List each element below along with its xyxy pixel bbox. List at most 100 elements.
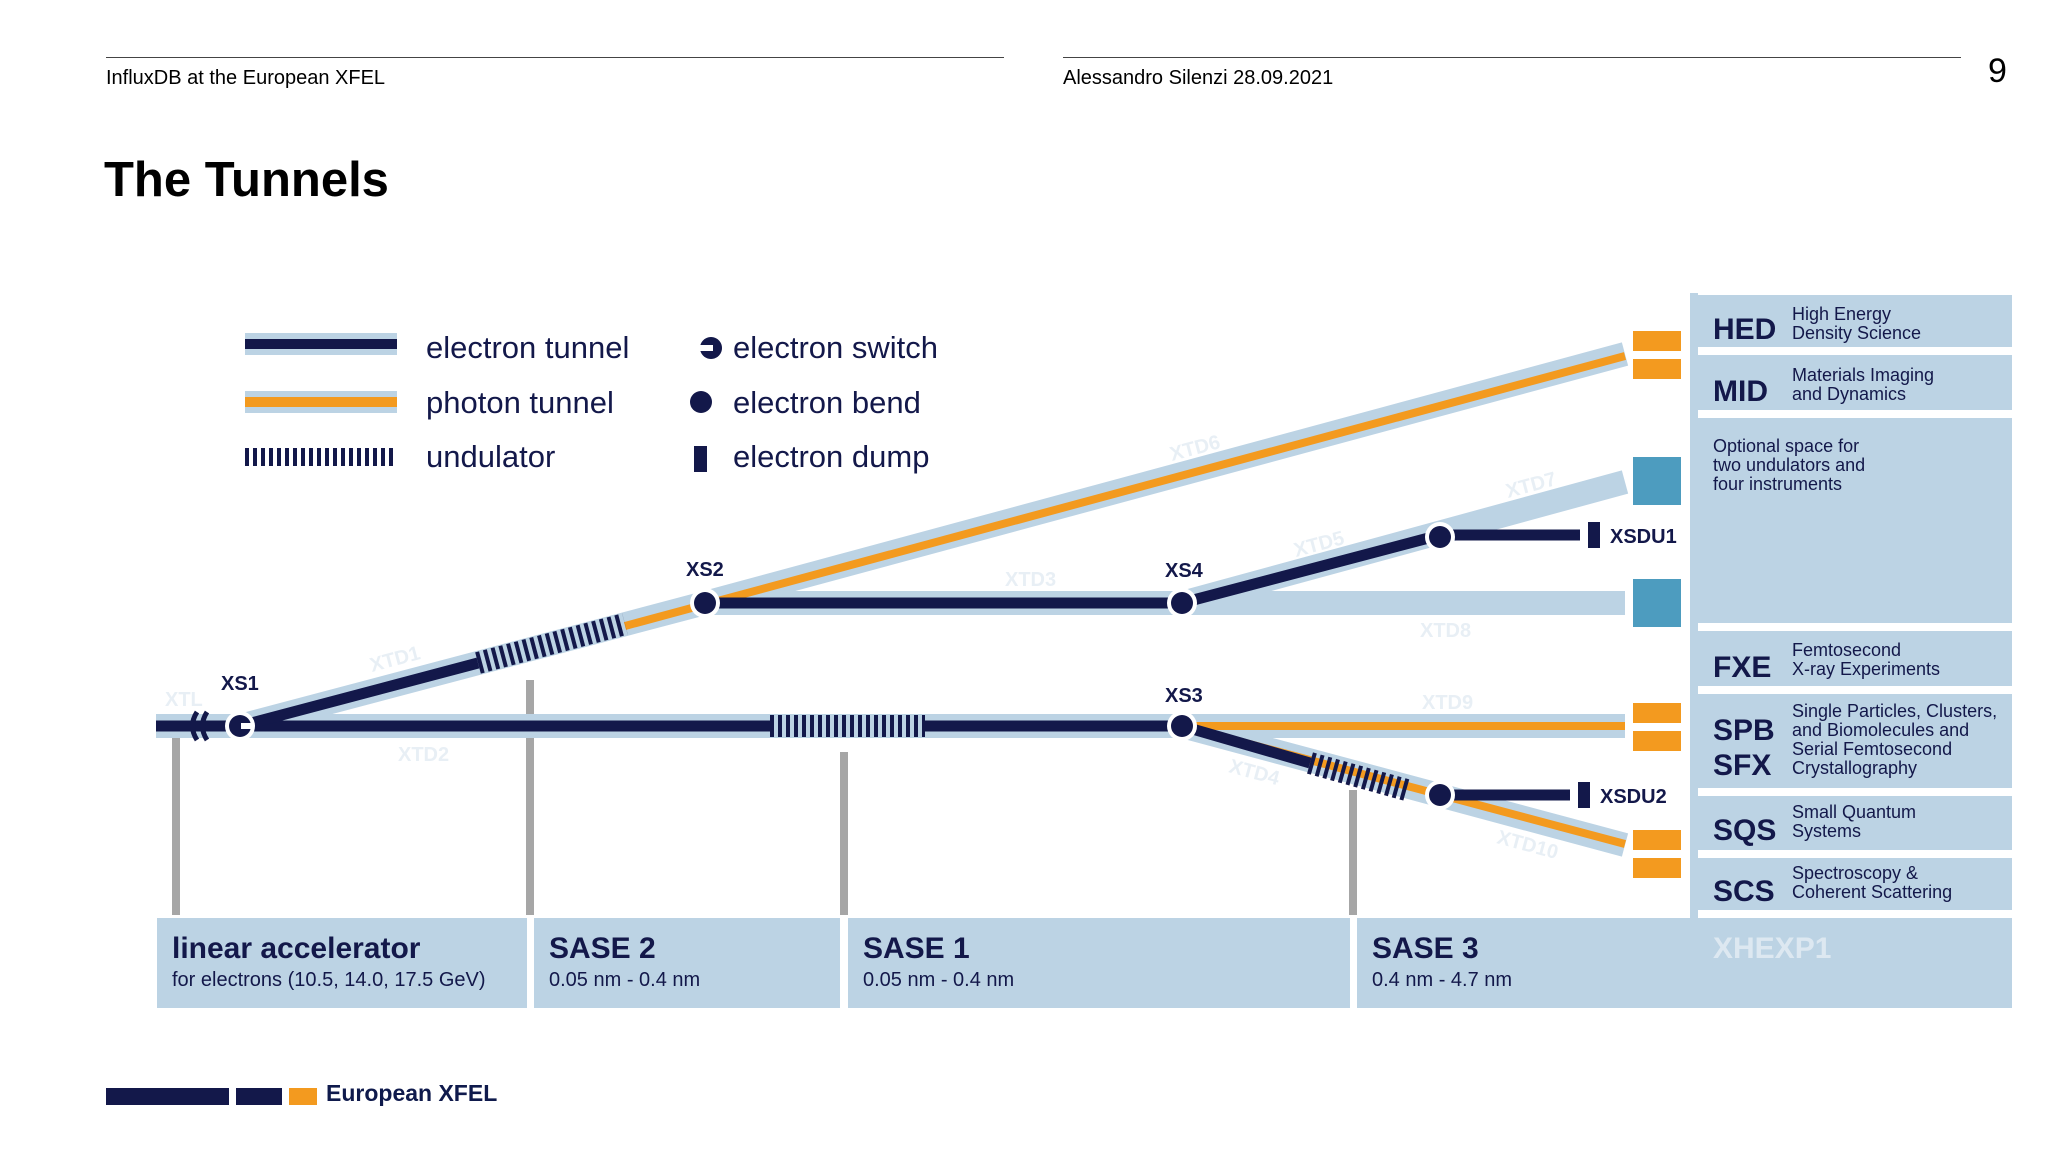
section-linac-detail: for electrons (10.5, 14.0, 17.5 GeV) [172,969,486,991]
label-xtd8: XTD8 [1420,620,1471,642]
section-boxes [157,918,2012,1008]
undulators [475,613,1413,802]
instrument-sqs [1698,796,2012,850]
instrument-spb-sfx [1698,694,2012,788]
instrument-optional-line1: Optional space for [1713,436,1859,456]
instrument-spb-line2: and Biomolecules and [1792,720,1969,740]
instrument-hed-line1: High Energy [1792,304,1891,324]
label-xs2: XS2 [686,559,724,581]
endstation-sqs [1633,830,1681,850]
bend-xs3 [1167,711,1197,741]
section-sase3 [1357,918,1690,1008]
legend-electron-switch-label: electron switch [733,330,938,365]
instrument-column [1690,293,2012,1008]
instrument-hed-line2: Density Science [1792,323,1921,343]
instrument-scs [1698,858,2012,910]
divider-post [1349,790,1357,915]
instrument-optional [1698,418,2012,623]
instrument-spb-line1: Single Particles, Clusters, [1792,701,1997,721]
endstation-xtd7 [1633,457,1681,505]
undulator-sase3 [1307,752,1413,802]
section-linac-name: linear accelerator [172,932,421,965]
endstation-hed [1633,331,1681,351]
instrument-hed [1698,295,2012,347]
footer-brand: European XFEL [326,1080,498,1106]
electron-dump-xsdu1 [1588,522,1600,548]
label-xs4: XS4 [1165,560,1204,582]
page-title: The Tunnels [104,153,389,207]
divider-post [526,680,534,915]
section-sase3-detail: 0.4 nm - 4.7 nm [1372,969,1512,991]
instrument-fxe-line2: X-ray Experiments [1792,659,1940,679]
section-sase1-detail: 0.05 nm - 0.4 nm [863,969,1014,991]
electron-line-xtd5 [1180,529,1442,609]
label-xtl: XTL [165,689,203,711]
instrument-sqs-code: SQS [1713,814,1776,847]
instrument-mid-code: MID [1713,375,1768,408]
undulator-sase2 [475,613,628,674]
instrument-fxe-line1: Femtosecond [1792,640,1901,660]
legend-electron-bend-label: electron bend [733,385,921,420]
instrument-sfx-line2: Crystallography [1792,758,1917,778]
divider-post [840,752,848,915]
endstations [1633,331,1681,878]
bend-xs2 [690,588,720,618]
section-labels: linear accelerator for electrons (10.5, … [172,932,1831,991]
endstation-spb [1633,731,1681,751]
node-labels: XS1 XS2 XS4 XS3 XSDU1 XSDU2 [221,526,1677,808]
instrument-mid-line1: Materials Imaging [1792,365,1934,385]
instrument-optional-line3: four instruments [1713,474,1842,494]
section-dividers [172,680,1357,915]
instrument-labels: HED High Energy Density Science MID Mate… [1713,304,1997,908]
legend-electron-tunnel-label: electron tunnel [426,330,629,365]
label-xs1: XS1 [221,673,259,695]
footer-logo-bar-long [106,1088,229,1105]
instrument-column-edge [1690,293,1698,1008]
electron-dump-xsdu2 [1578,782,1590,808]
section-sase2 [534,918,840,1008]
label-xsdu1: XSDU1 [1610,526,1677,548]
electron-lines [156,529,1580,801]
legend-electron-switch-notch [700,345,713,351]
legend-photon-tunnel-label: photon tunnel [426,385,614,420]
switch-xs1 [225,711,255,741]
instrument-mid-line2: and Dynamics [1792,384,1906,404]
endstation-xtd8 [1633,579,1681,627]
instrument-scs-line2: Coherent Scattering [1792,882,1952,902]
endstation-fxe [1633,703,1681,723]
xtl-break-icon [190,710,210,742]
label-xtd2: XTD2 [398,744,449,766]
section-xhexp1 [1698,918,2012,1008]
instrument-sfx-code: SFX [1713,749,1771,782]
instrument-sqs-line2: Systems [1792,821,1861,841]
footer-logo-bar-short [236,1088,282,1105]
section-sase1-name: SASE 1 [863,932,970,965]
section-sase1 [848,918,1350,1008]
page-number: 9 [1988,52,2007,90]
instrument-sqs-line1: Small Quantum [1792,802,1916,822]
label-xtd9: XTD9 [1422,692,1473,714]
header-presentation-title: InfluxDB at the European XFEL [106,67,386,89]
instrument-optional-line2: two undulators and [1713,455,1865,475]
endstation-scs [1633,858,1681,878]
legend-electron-dump-icon [694,446,707,472]
section-sase3-name: SASE 3 [1372,932,1479,965]
legend-electron-dump-label: electron dump [733,439,929,474]
label-xtd3: XTD3 [1005,569,1056,591]
footer-logo-bar-orange [289,1088,317,1105]
instrument-hed-code: HED [1713,313,1776,346]
instrument-sfx-line1: Serial Femtosecond [1792,739,1952,759]
header-rule-right [1063,57,1961,58]
header-author-date: Alessandro Silenzi 28.09.2021 [1063,67,1334,89]
electron-line-xtd1 [238,657,480,732]
instrument-fxe [1698,631,2012,686]
electron-line-xtd4 [1180,720,1312,769]
instrument-scs-line1: Spectroscopy & [1792,863,1918,883]
bend-xsdu1 [1425,522,1455,552]
endstation-mid [1633,359,1681,379]
bend-xsdu2 [1425,780,1455,810]
legend-photon-tunnel-line [245,397,397,407]
instrument-fxe-code: FXE [1713,651,1771,684]
section-sase2-name: SASE 2 [549,932,656,965]
